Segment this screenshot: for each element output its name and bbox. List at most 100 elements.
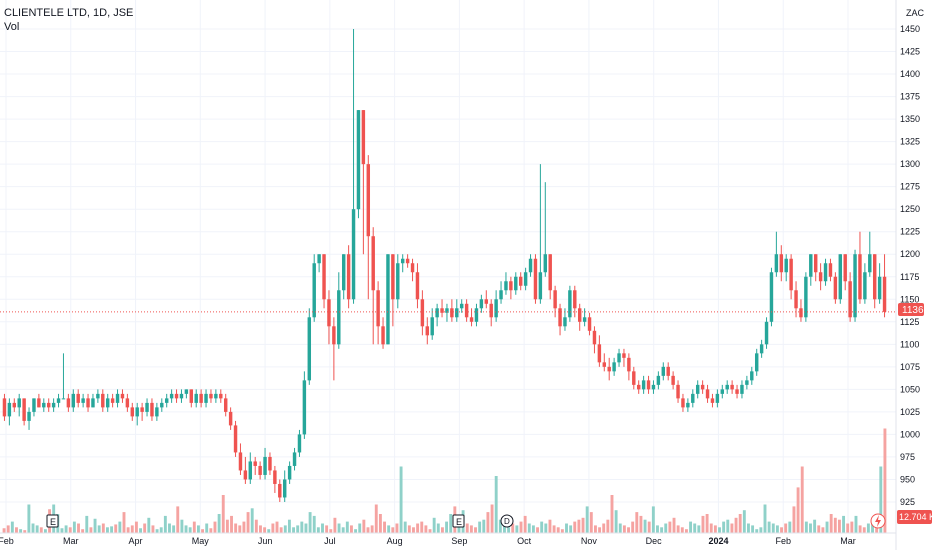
candle-30	[150, 398, 154, 421]
volume-bar-45	[188, 527, 192, 533]
x-tick-5: Jul	[324, 536, 336, 546]
symbol-title[interactable]: CLIENTELE LTD, 1D, JSE	[4, 7, 134, 19]
candle-170	[838, 254, 843, 304]
candle-39	[194, 389, 198, 408]
candle-110	[543, 182, 548, 277]
volume-bar-72	[300, 521, 304, 533]
volume-bar-2	[10, 521, 14, 533]
volume-bar-161	[668, 521, 672, 533]
dividend-marker[interactable]: D	[500, 514, 514, 528]
volume-bar-117	[486, 512, 490, 533]
time-axis[interactable]: Feb Mar Apr May Jun Jul Aug Sep Oct Nov Dec 2024 Feb…	[0, 536, 856, 546]
last-volume-label: 12.704 K	[899, 512, 932, 522]
volume-bar-114	[474, 527, 477, 533]
candle-27	[135, 402, 139, 426]
volume-bar-27	[114, 524, 118, 533]
candle-112	[553, 285, 557, 318]
volume-bar-147	[610, 495, 614, 533]
candle-140	[691, 389, 695, 408]
volume-bar-88	[366, 527, 370, 533]
candle-105	[518, 272, 523, 291]
volume-bar-62	[259, 525, 262, 533]
volume-bar-37	[155, 529, 159, 533]
candle-152	[750, 366, 754, 385]
volume-bar-68	[283, 525, 287, 533]
volume-bar-94	[391, 527, 395, 533]
volume-bar-172	[713, 525, 717, 533]
y-tick-13: 1250	[900, 204, 920, 214]
candle-47	[233, 420, 238, 457]
volume-bar-160	[664, 523, 668, 533]
candle-98	[484, 290, 489, 309]
candle-78	[386, 254, 390, 345]
candle-128	[632, 366, 636, 390]
candle-90	[445, 303, 449, 322]
volume-bar-104	[432, 517, 436, 533]
volume-bar-42	[176, 506, 180, 533]
volume-bar-138	[573, 521, 577, 533]
volume-bar-205	[850, 521, 854, 533]
y-tick-20: 1425	[900, 47, 920, 57]
volume-bar-192	[796, 487, 800, 533]
volume-bar-38	[159, 527, 163, 533]
volume-legend[interactable]: Vol	[4, 21, 20, 33]
volume-bar-69	[287, 519, 291, 533]
volume-bar-10	[43, 529, 47, 533]
y-tick-17: 1350	[900, 114, 920, 124]
candle-59	[292, 447, 297, 471]
volume-bar-171	[709, 523, 713, 533]
flash-icon[interactable]	[870, 513, 886, 529]
x-tick-9: Nov	[581, 536, 598, 546]
candle-118	[582, 308, 587, 327]
earnings-marker-1-label: E	[50, 517, 56, 527]
candle-81	[400, 254, 405, 273]
price-axis[interactable]: 925 950 975 1000 1025 1050 1075 1100 1125 1150 117…	[900, 24, 920, 507]
volume-bar-203	[842, 515, 846, 533]
volume-bar-134	[556, 527, 560, 533]
candle-8	[42, 398, 46, 412]
volume-bar-119	[494, 476, 498, 533]
candle-166	[818, 263, 823, 291]
volume-bar-23	[97, 525, 101, 533]
candle-138	[681, 393, 685, 412]
candle-139	[686, 398, 690, 412]
volume-bar-124	[515, 525, 519, 533]
volume-bar-66	[275, 521, 279, 533]
candle-99	[489, 299, 493, 327]
candle-159	[784, 254, 788, 282]
candle-0	[2, 393, 7, 421]
candle-22	[110, 393, 115, 408]
candle-7	[37, 393, 41, 408]
candle-67	[332, 317, 336, 381]
volume-bar-34	[143, 523, 147, 533]
candle-107	[528, 254, 533, 277]
volume-bar-193	[800, 466, 804, 533]
candle-6	[32, 398, 36, 417]
candle-93	[459, 299, 464, 313]
volume-bar-52	[217, 514, 221, 533]
earnings-marker-2[interactable]: E	[452, 514, 465, 528]
earnings-marker-1[interactable]: E	[46, 514, 59, 528]
volume-bar-157	[651, 506, 655, 533]
volume-bar-178	[738, 514, 742, 533]
volume-bar-155	[643, 519, 647, 533]
y-tick-7: 1100	[900, 339, 919, 349]
candle-164	[809, 254, 813, 286]
volume-bar-169	[701, 515, 705, 533]
candle-150	[740, 380, 744, 399]
volume-bar-71	[296, 525, 300, 533]
volume-bar-4	[19, 529, 23, 533]
y-tick-10: 1175	[900, 272, 919, 282]
volume-bar-73	[304, 523, 308, 533]
volume-bar-3	[15, 527, 18, 533]
volume-bar-85	[354, 529, 358, 533]
volume-bars	[2, 428, 887, 533]
volume-bar-159	[660, 527, 664, 533]
candle-153	[754, 348, 759, 376]
volume-bar-174	[722, 521, 726, 533]
last-price-badge: 1136	[898, 303, 924, 316]
x-tick-4: Jun	[258, 536, 273, 546]
volume-bar-143	[593, 525, 597, 533]
candle-14	[71, 389, 76, 412]
